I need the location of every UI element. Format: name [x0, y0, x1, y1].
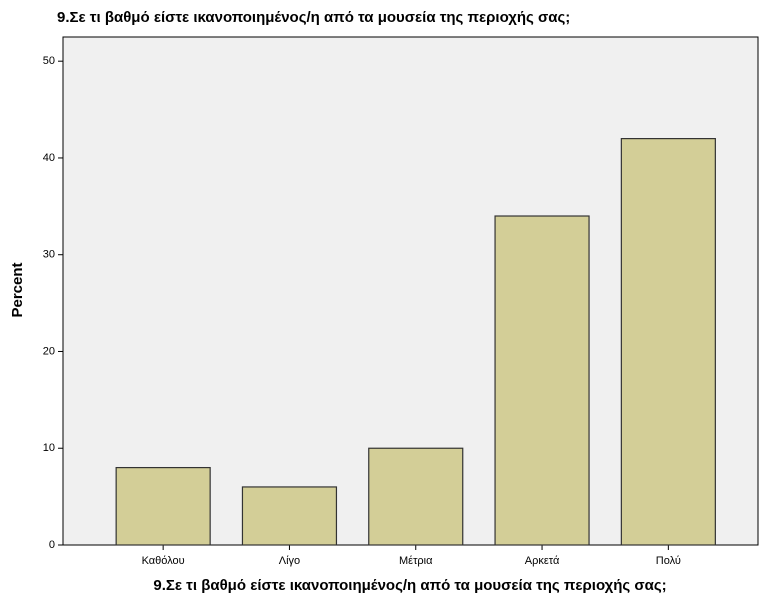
y-tick-label: 50	[43, 55, 55, 67]
chart-title: 9.Σε τι βαθμό είστε ικανοποιημένος/η από…	[57, 9, 570, 26]
x-tick-label: Αρκετά	[525, 555, 560, 567]
bar	[494, 215, 590, 546]
y-tick-label: 30	[43, 249, 55, 261]
y-tick-label: 40	[43, 152, 55, 164]
y-axis-label: Percent	[9, 262, 26, 317]
x-tick-label: Πολύ	[656, 555, 681, 567]
bar	[368, 447, 464, 546]
bar	[115, 466, 211, 546]
x-tick-label: Λίγο	[279, 555, 300, 567]
y-tick-label: 0	[49, 539, 55, 551]
bar	[241, 486, 338, 546]
x-tick-label: Μέτρια	[399, 555, 433, 567]
x-axis-label: 9.Σε τι βαθμό είστε ικανοποιημένος/η από…	[153, 577, 666, 594]
y-tick-label: 20	[43, 345, 55, 357]
x-tick-label: Καθόλου	[142, 555, 185, 567]
y-tick-label: 10	[43, 442, 55, 454]
bar	[620, 138, 716, 546]
